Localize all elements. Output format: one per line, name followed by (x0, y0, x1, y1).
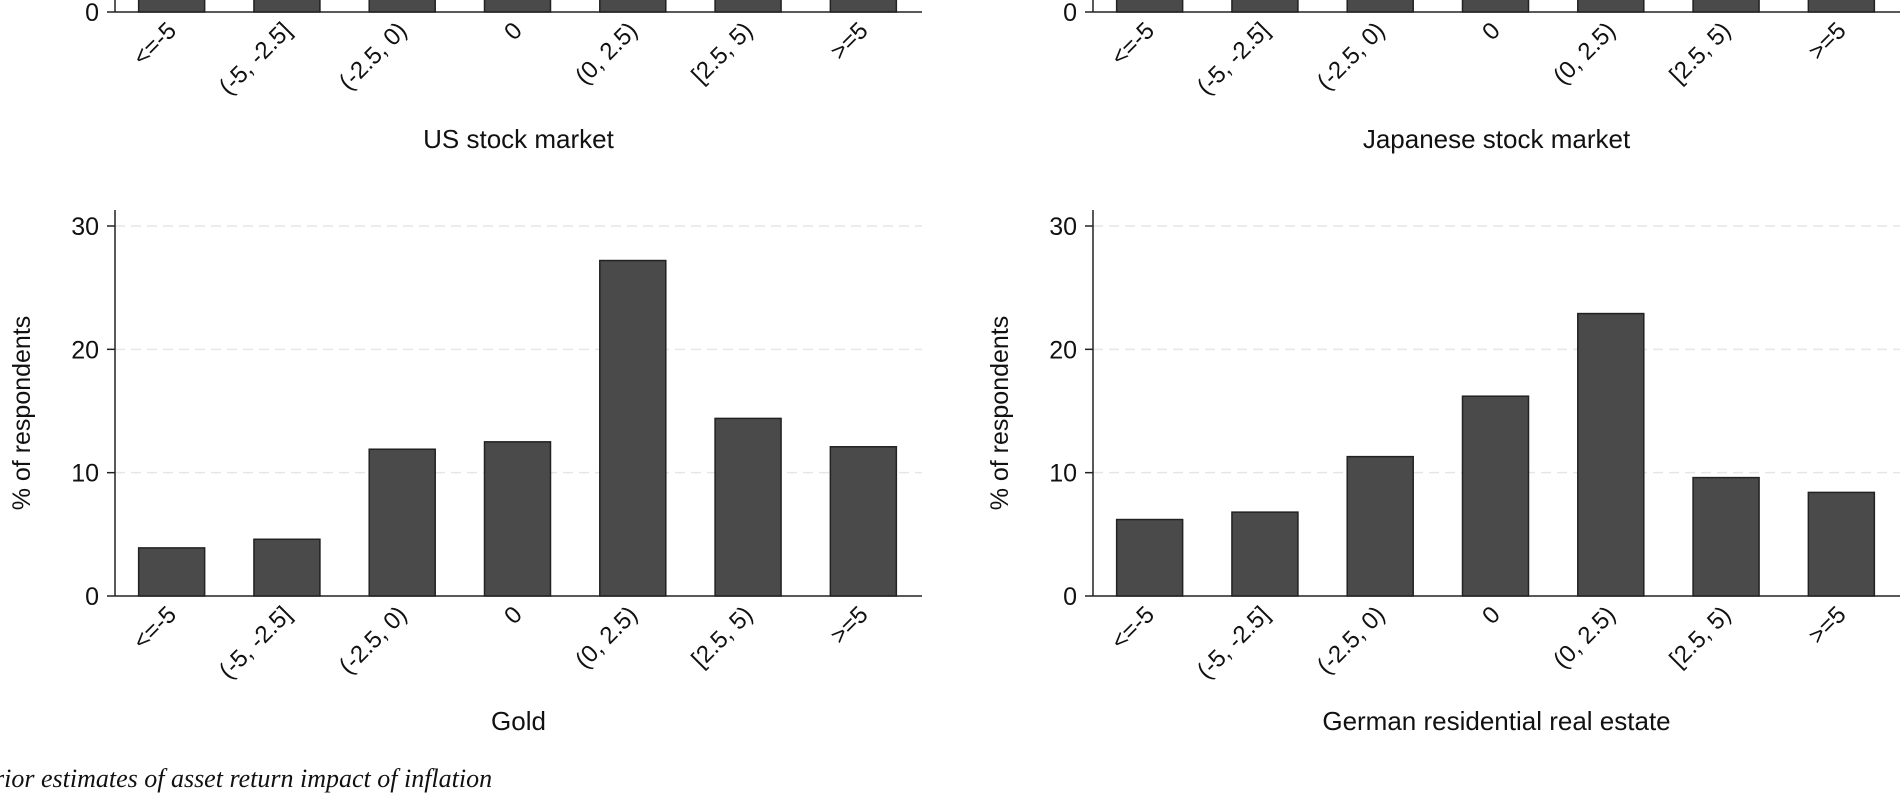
x-tick-label: (-2.5, 0) (1312, 17, 1391, 96)
panel-title: Gold (491, 706, 546, 736)
x-tick-label: <=-5 (1106, 17, 1160, 71)
bar-0 (1461, 395, 1530, 597)
x-tick-label: (0, 2.5) (570, 601, 643, 674)
bar-5 (829, 446, 898, 597)
bar-2-5-0 (1346, 0, 1414, 13)
bar-5 (1807, 0, 1876, 13)
panel-title: German residential real estate (1322, 706, 1670, 736)
y-tick-label: 0 (85, 0, 99, 27)
y-tick-label: 0 (85, 583, 99, 611)
bar-5 (137, 547, 206, 597)
bar-0 (483, 0, 552, 13)
bar-0 (1461, 0, 1530, 13)
bar-0-2-5 (599, 259, 667, 597)
y-tick-label: 30 (1049, 213, 1077, 241)
x-tick-label: <=-5 (1106, 601, 1160, 655)
x-tick-label: (-2.5, 0) (334, 601, 413, 680)
bar-5 (1115, 0, 1184, 13)
x-tick-label: 0 (1477, 17, 1506, 46)
x-tick-label: (-5, -2.5] (1192, 601, 1275, 684)
panel-us-stock-market: 0 <=-5 (-5, -2.5] (-2.5, 0) 0 (0, 2.5) [2.5, 5… (85, 0, 922, 154)
x-tick-label: (-5, -2.5] (214, 601, 297, 684)
panel-title: Japanese stock market (1363, 124, 1631, 154)
bar-2-5-5 (714, 417, 782, 597)
y-axis-title: % of respondents (986, 316, 1014, 511)
x-tick-label: 0 (499, 17, 528, 46)
bar-0 (483, 441, 552, 597)
x-tick-label: (0, 2.5) (570, 17, 643, 90)
x-tick-label: [2.5, 5) (1664, 17, 1736, 89)
bar-5 (1807, 491, 1876, 597)
x-tick-label: >=5 (825, 601, 873, 649)
x-tick-label: (0, 2.5) (1548, 601, 1621, 674)
bar-0-2-5 (1577, 312, 1645, 597)
y-tick-label: 10 (71, 460, 99, 488)
x-tick-label: [2.5, 5) (1664, 601, 1736, 673)
panel-gold: 0 10 20 30 <=-5 (-5, -2.5] (-2.5, 0) 0 (0, 2.5) [… (8, 210, 922, 736)
bar-2-5-5 (714, 0, 782, 13)
y-tick-label: 0 (1063, 0, 1077, 27)
bar-0-2-5 (1577, 0, 1645, 13)
x-tick-label: (-5, -2.5] (1192, 17, 1275, 100)
x-tick-label: (-2.5, 0) (1312, 601, 1391, 680)
x-tick-label: 0 (1477, 601, 1506, 630)
bar-0-2-5 (599, 0, 667, 13)
y-tick-label: 30 (71, 213, 99, 241)
bar-2-5-5 (1692, 0, 1760, 13)
y-tick-label: 10 (1049, 460, 1077, 488)
bar-2-5-0 (1346, 455, 1414, 597)
bar-5 (1115, 518, 1184, 597)
figure-caption: rior estimates of asset return impact of… (0, 764, 493, 793)
x-tick-label: >=5 (825, 17, 873, 65)
x-tick-label: (0, 2.5) (1548, 17, 1621, 90)
panel-japanese-stock-market: 0 <=-5 (-5, -2.5] (-2.5, 0) 0 (0, 2.5) [2.5, 5… (1063, 0, 1900, 154)
panel-german-residential-real-estate: 0 10 20 30 <=-5 (-5, -2.5] (-2.5, 0) 0 (0, 2.5) [… (986, 210, 1900, 736)
x-tick-label: [2.5, 5) (686, 17, 758, 89)
x-tick-label: (-5, -2.5] (214, 17, 297, 100)
x-tick-label: [2.5, 5) (686, 601, 758, 673)
bar-2-5-5 (1692, 476, 1760, 597)
bar-5-2-5 (253, 0, 321, 13)
y-axis-title: % of respondents (8, 316, 36, 511)
bar-5 (829, 0, 898, 13)
bar-5-2-5 (1231, 0, 1299, 13)
bar-2-5-0 (368, 448, 436, 597)
x-tick-label: 0 (499, 601, 528, 630)
bar-5 (137, 0, 206, 13)
panel-title: US stock market (423, 124, 614, 154)
y-tick-label: 20 (1049, 336, 1077, 364)
x-tick-label: (-2.5, 0) (334, 17, 413, 96)
bar-5-2-5 (253, 538, 321, 597)
bar-5-2-5 (1231, 511, 1299, 597)
y-tick-label: 0 (1063, 583, 1077, 611)
bar-2-5-0 (368, 0, 436, 13)
x-tick-label: <=-5 (128, 17, 182, 71)
x-tick-label: >=5 (1803, 17, 1851, 65)
x-tick-label: >=5 (1803, 601, 1851, 649)
y-tick-label: 20 (71, 336, 99, 364)
x-tick-label: <=-5 (128, 601, 182, 655)
